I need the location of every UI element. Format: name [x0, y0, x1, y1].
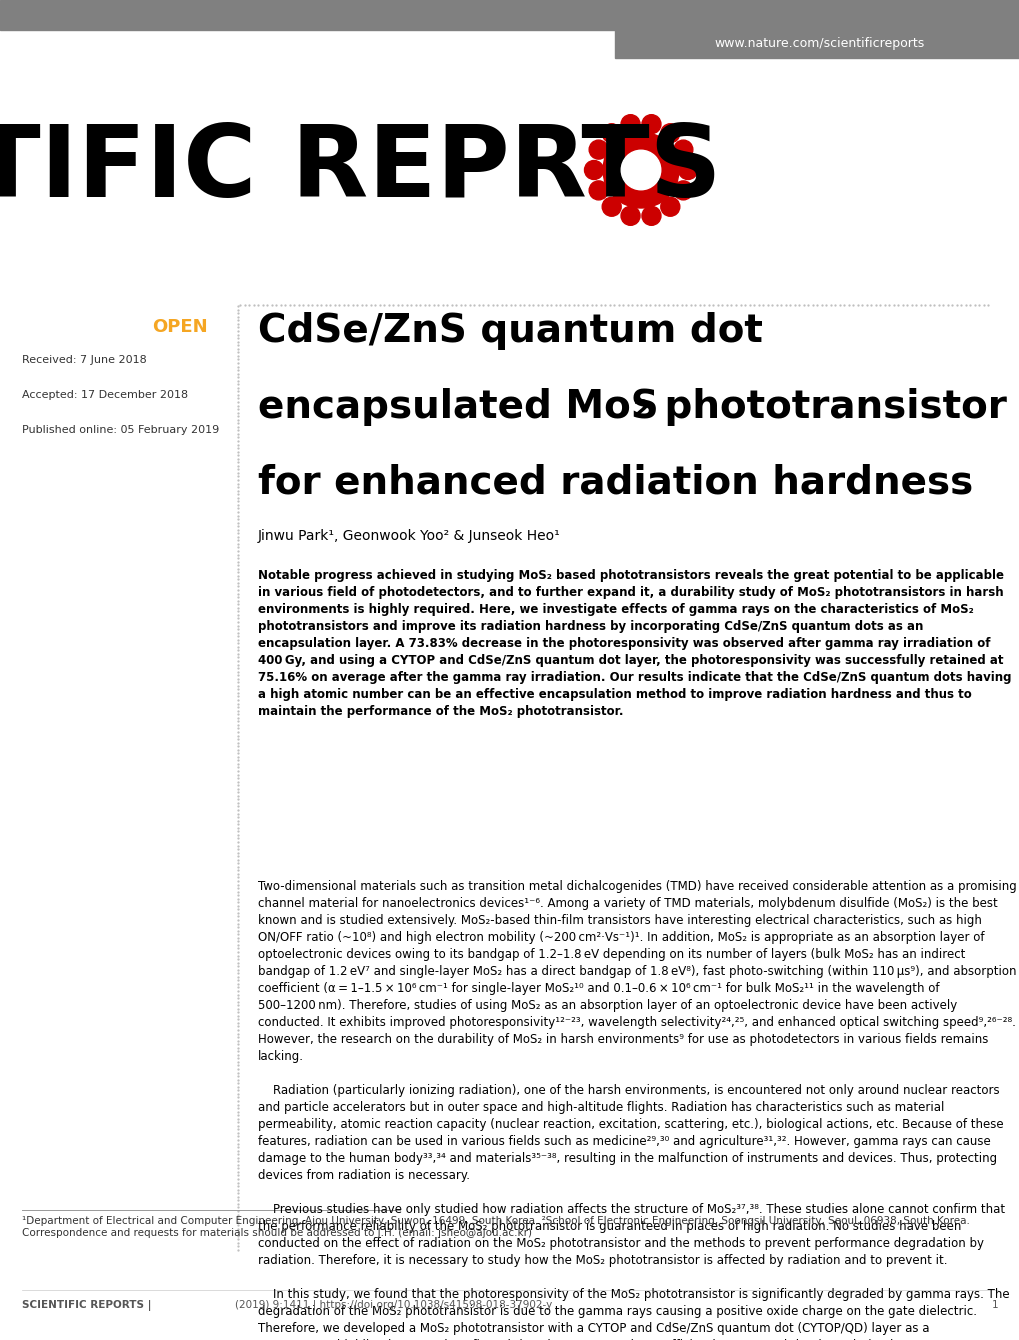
Circle shape — [589, 141, 607, 159]
Circle shape — [660, 123, 679, 143]
Circle shape — [674, 141, 692, 159]
Text: Accepted: 17 December 2018: Accepted: 17 December 2018 — [22, 390, 187, 401]
Circle shape — [660, 197, 679, 216]
Circle shape — [674, 181, 692, 200]
Circle shape — [601, 123, 621, 143]
Text: OPEN: OPEN — [152, 318, 208, 336]
Text: 2: 2 — [633, 398, 650, 422]
Text: Published online: 05 February 2019: Published online: 05 February 2019 — [22, 425, 219, 436]
Circle shape — [678, 161, 697, 180]
Circle shape — [621, 206, 639, 225]
Text: Two-dimensional materials such as transition metal dichalcogenides (TMD) have re: Two-dimensional materials such as transi… — [258, 880, 1016, 1340]
Circle shape — [641, 115, 660, 134]
Bar — [614, 0, 1019, 58]
Text: Received: 7 June 2018: Received: 7 June 2018 — [22, 355, 147, 364]
Text: Jinwu Park¹, Geonwook Yoo² & Junseok Heo¹: Jinwu Park¹, Geonwook Yoo² & Junseok Heo… — [258, 529, 560, 543]
Text: SCIENTIFIC REP: SCIENTIFIC REP — [0, 122, 510, 218]
Text: CdSe/ZnS quantum dot: CdSe/ZnS quantum dot — [258, 312, 762, 350]
Text: SCIENTIFIC REPORTS |: SCIENTIFIC REPORTS | — [22, 1300, 152, 1311]
Text: RTS: RTS — [510, 122, 721, 218]
Text: phototransistor: phototransistor — [650, 389, 1006, 426]
Bar — [0, 0, 1019, 29]
Circle shape — [602, 133, 679, 208]
Text: encapsulated MoS: encapsulated MoS — [258, 389, 658, 426]
Text: Notable progress achieved in studying MoS₂ based phototransistors reveals the gr: Notable progress achieved in studying Mo… — [258, 570, 1011, 718]
Text: ¹Department of Electrical and Computer Engineering, Ajou University, Suwon, 1649: ¹Department of Electrical and Computer E… — [22, 1215, 969, 1238]
Circle shape — [601, 197, 621, 216]
Text: for enhanced radiation hardness: for enhanced radiation hardness — [258, 464, 972, 502]
Circle shape — [621, 115, 639, 134]
Circle shape — [641, 206, 660, 225]
Circle shape — [584, 161, 603, 180]
Text: 1: 1 — [990, 1300, 997, 1311]
Circle shape — [589, 181, 607, 200]
Text: (2019) 9:1411 | https://doi.org/10.1038/s41598-018-37902-y: (2019) 9:1411 | https://doi.org/10.1038/… — [234, 1300, 551, 1311]
Circle shape — [621, 150, 660, 190]
Text: www.nature.com/scientificreports: www.nature.com/scientificreports — [714, 38, 924, 51]
